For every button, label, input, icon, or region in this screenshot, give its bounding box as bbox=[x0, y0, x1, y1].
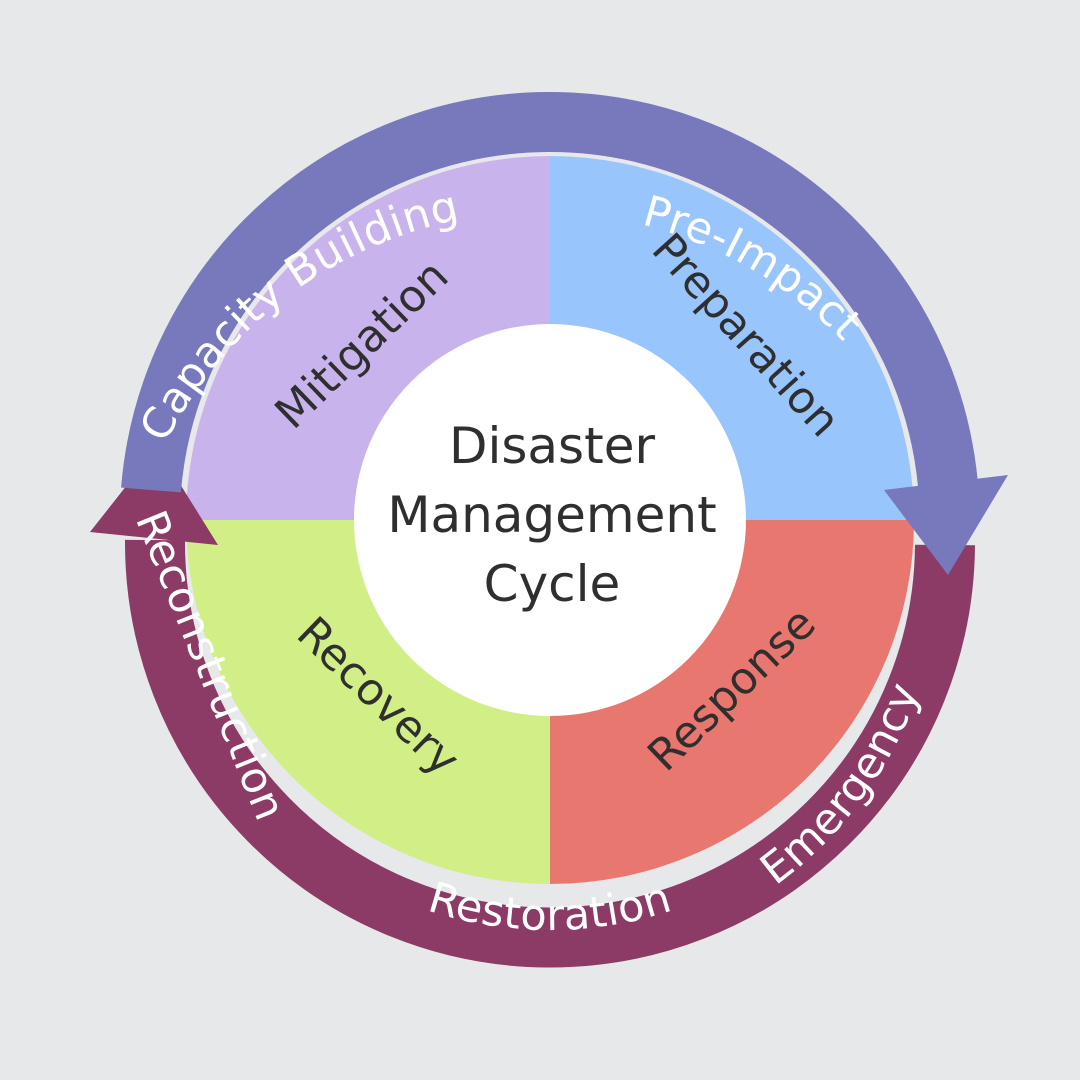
center-label-line-1: Disaster bbox=[449, 417, 655, 475]
lower-ring-arc bbox=[124, 539, 975, 968]
upper-ring-arc bbox=[121, 92, 978, 493]
center-label-line-3: Cycle bbox=[484, 555, 621, 613]
center-label-line-2: Management bbox=[387, 486, 716, 544]
center-circle bbox=[354, 324, 746, 716]
reconstruction-arrowhead bbox=[90, 447, 218, 545]
pre-impact-arrowhead bbox=[884, 475, 1008, 575]
